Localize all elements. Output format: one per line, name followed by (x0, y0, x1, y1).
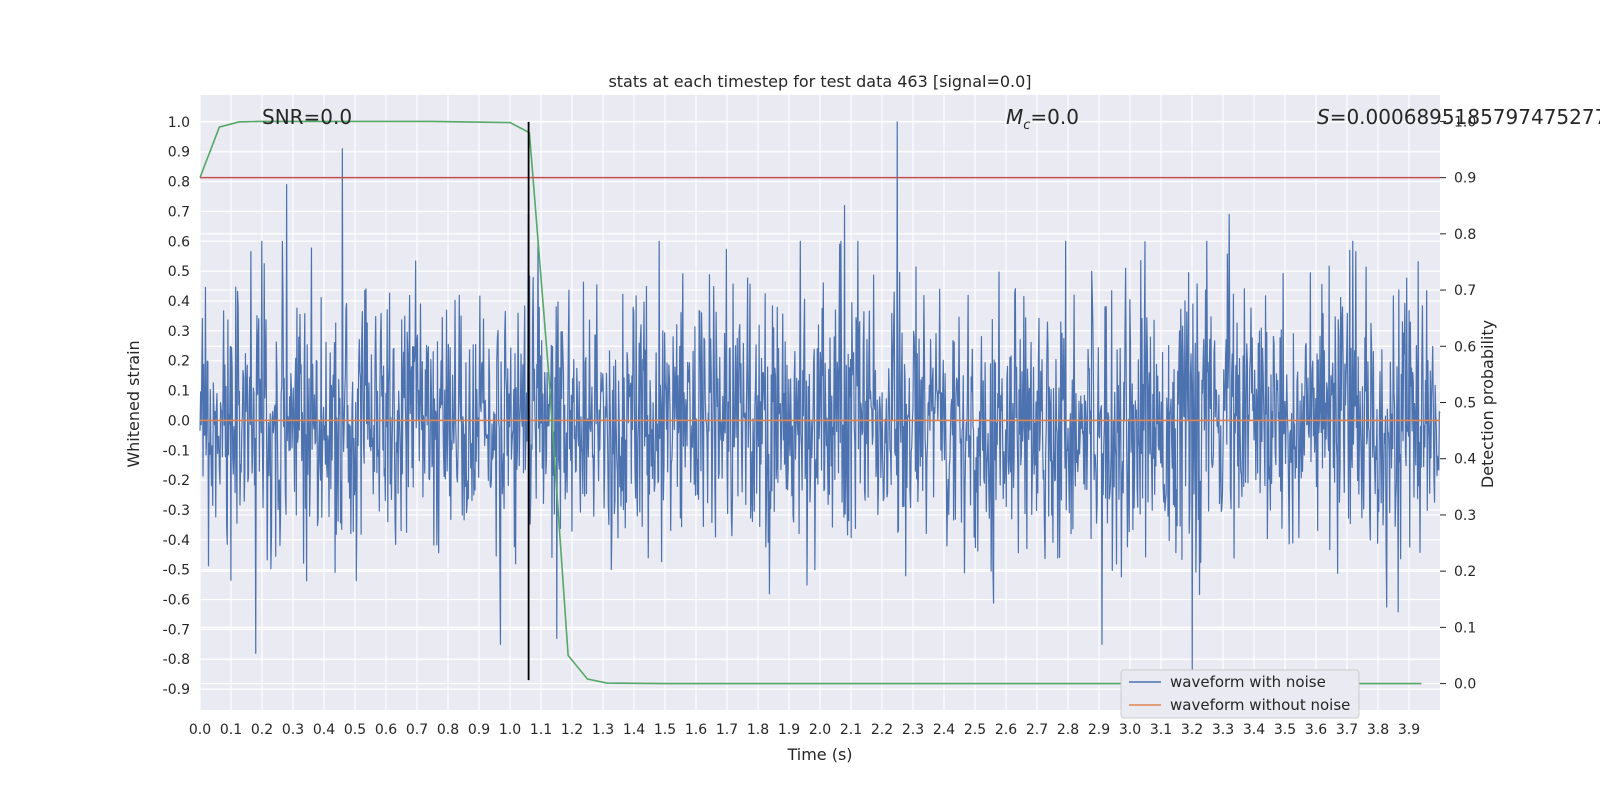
x-tick-label: 0.3 (282, 722, 304, 738)
x-tick-label: 0.1 (220, 722, 242, 738)
x-tick-label: 1.2 (561, 722, 583, 738)
y-tick-label: 0.2 (168, 354, 190, 370)
x-tick-label: 1.9 (778, 722, 800, 738)
legend: waveform with noise waveform without noi… (1120, 669, 1360, 719)
legend-label-noise: waveform with noise (1170, 673, 1326, 691)
x-tick-label: 2.4 (933, 722, 955, 738)
x-tick-label: 0.0 (189, 722, 211, 738)
y-tick-label: 0.9 (168, 145, 190, 161)
y-tick-label: 0.6 (168, 234, 190, 250)
x-tick-label: 2.9 (1088, 722, 1110, 738)
legend-label-clean: waveform without noise (1170, 696, 1350, 714)
x-tick-label: 2.5 (964, 722, 986, 738)
annotation-mc-subscript: c (1023, 118, 1030, 133)
annotation-mc-symbol: M (1006, 105, 1023, 129)
annotation-mc: Mc=0.0 (1006, 105, 1079, 133)
y2-tick-label: 0.0 (1454, 677, 1476, 693)
y2-tick-label: 0.5 (1454, 396, 1476, 412)
y2-tick-label: 1.0 (1454, 114, 1476, 130)
x-tick-label: 2.2 (871, 722, 893, 738)
y2-tick-label: 0.4 (1454, 452, 1476, 468)
x-tick-label: 0.5 (344, 722, 366, 738)
x-tick-label: 1.0 (499, 722, 521, 738)
y-tick-label: -0.5 (163, 563, 190, 579)
y-tick-label: -0.6 (163, 593, 190, 609)
y2-tick-label: 0.9 (1454, 171, 1476, 187)
x-tick-label: 3.8 (1367, 722, 1389, 738)
y-tick-label: 0.4 (168, 294, 190, 310)
y-tick-label: -0.3 (163, 503, 190, 519)
x-tick-label: 2.8 (1057, 722, 1079, 738)
x-tick-label: 1.5 (654, 722, 676, 738)
x-tick-label: 3.4 (1243, 722, 1265, 738)
y-tick-label: 0.5 (168, 264, 190, 280)
legend-box (1120, 669, 1360, 719)
y-tick-label: -0.1 (163, 443, 190, 459)
y-tick-label: -0.4 (163, 533, 190, 549)
y2-tick-label: 0.8 (1454, 227, 1476, 243)
x-tick-label: 1.4 (623, 722, 645, 738)
x-tick-label: 3.6 (1305, 722, 1327, 738)
y-ticks: -0.9 -0.8 -0.7 -0.6 -0.5 -0.4 -0.3 -0.2 -0.1 0.0 0… (163, 115, 190, 698)
y-tick-label: -0.2 (163, 473, 190, 489)
y-tick-label: 0.7 (168, 204, 190, 220)
annotation-s: S=0.0006895185797475277 (1317, 105, 1600, 129)
x-tick-label: 2.7 (1026, 722, 1048, 738)
y-tick-label: -0.9 (163, 682, 190, 698)
x-tick-label: 0.6 (375, 722, 397, 738)
y-axis-label: Whitened strain (124, 340, 143, 467)
x-tick-label: 0.8 (437, 722, 459, 738)
x-tick-label: 3.9 (1398, 722, 1420, 738)
x-tick-label: 3.7 (1336, 722, 1358, 738)
y2-axis-label: Detection probability (1478, 320, 1497, 488)
series-waveform-with-noise (199, 121, 1441, 675)
y-tick-label: 0.0 (168, 413, 190, 429)
x-tick-label: 1.8 (747, 722, 769, 738)
y-tick-label: 0.1 (168, 384, 190, 400)
y-tick-label: 1.0 (168, 115, 190, 131)
x-tick-label: 3.2 (1181, 722, 1203, 738)
y2-tick-label: 0.6 (1454, 339, 1476, 355)
x-tick-label: 2.1 (840, 722, 862, 738)
y2-ticks: 0.0 0.1 0.2 0.3 0.4 0.5 0.6 0.7 0.8 0.9 1.0 (1440, 114, 1476, 693)
x-tick-label: 0.4 (313, 722, 335, 738)
y2-tick-label: 0.3 (1454, 508, 1476, 524)
x-tick-label: 3.0 (1119, 722, 1141, 738)
y-tick-label: -0.7 (163, 622, 190, 638)
x-tick-label: 2.6 (995, 722, 1017, 738)
y2-tick-label: 0.7 (1454, 283, 1476, 299)
x-tick-label: 3.3 (1212, 722, 1234, 738)
x-tick-label: 2.0 (809, 722, 831, 738)
series-line-waveform-with-noise (199, 121, 1441, 675)
x-tick-label: 0.9 (468, 722, 490, 738)
x-tick-label: 0.7 (406, 722, 428, 738)
x-tick-label: 1.7 (716, 722, 738, 738)
annotation-mc-value: =0.0 (1030, 105, 1079, 129)
annotation-snr: SNR=0.0 (262, 105, 352, 129)
chart-title: stats at each timestep for test data 463… (608, 72, 1031, 91)
annotation-s-value: =0.0006895185797475277 (1330, 105, 1600, 129)
x-tick-label: 2.3 (902, 722, 924, 738)
y-tick-label: -0.8 (163, 652, 190, 668)
y-tick-label: 0.3 (168, 324, 190, 340)
x-tick-label: 3.5 (1274, 722, 1296, 738)
x-tick-label: 1.6 (685, 722, 707, 738)
y2-tick-label: 0.2 (1454, 564, 1476, 580)
y2-tick-label: 0.1 (1454, 620, 1476, 636)
y-tick-label: 0.8 (168, 175, 190, 191)
x-tick-label: 3.1 (1150, 722, 1172, 738)
annotation-s-symbol: S (1317, 105, 1330, 129)
x-ticks: 0.0 0.1 0.2 0.3 0.4 0.5 0.6 0.7 0.8 0.9 1.0 1.1 1.2 1… (189, 722, 1420, 738)
x-tick-label: 1.1 (530, 722, 552, 738)
series-layer (199, 120, 1440, 685)
x-axis-label: Time (s) (786, 745, 852, 764)
x-tick-label: 1.3 (592, 722, 614, 738)
x-tick-label: 0.2 (251, 722, 273, 738)
